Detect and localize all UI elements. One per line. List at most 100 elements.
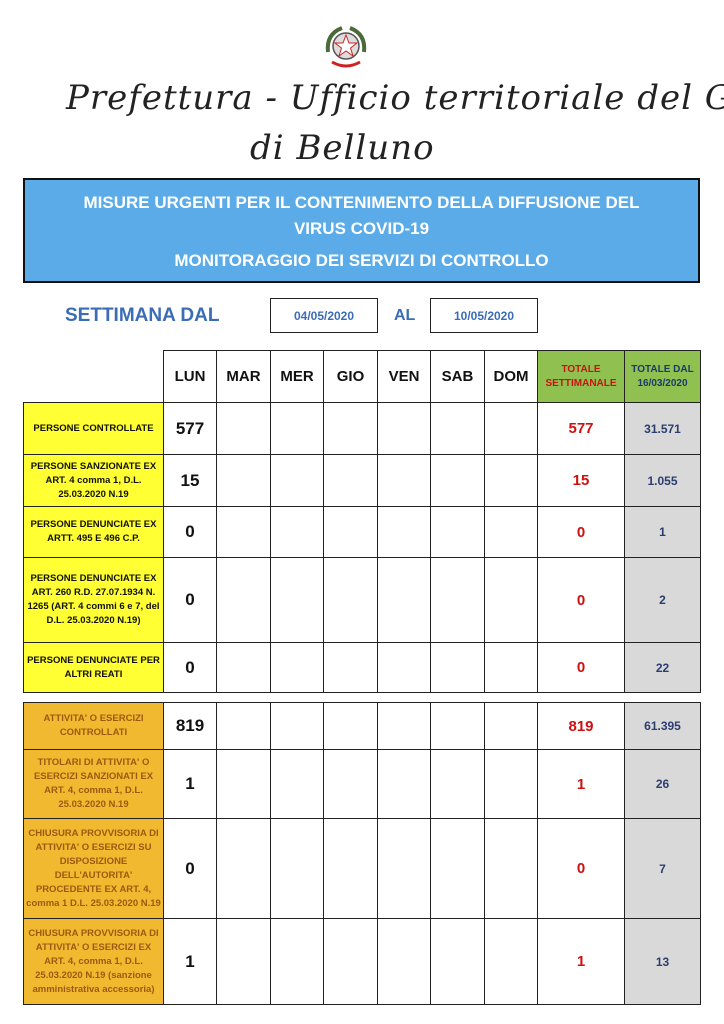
cumulative-total-header: TOTALE DAL 16/03/2020 [624, 350, 701, 403]
day-value-gio [323, 818, 378, 919]
cumulative-total-value: 61.395 [624, 702, 701, 750]
day-value-gio [323, 402, 378, 455]
gap-cell [23, 692, 701, 703]
header-row: LUN MAR MER GIO VEN SAB DOM TOTALE SETTIMANALE T… [24, 350, 701, 403]
row-label: PERSONE DENUNCIATE EX ART. 260 R.D. 27.0… [23, 557, 164, 643]
day-value-sab [430, 402, 485, 455]
day-value-ven [377, 402, 431, 455]
day-value-dom [484, 506, 538, 558]
day-value-gio [323, 918, 378, 1005]
day-value-mer [270, 402, 324, 455]
day-header-ven: VEN [377, 350, 431, 403]
day-value-mar [216, 749, 271, 819]
day-value-dom [484, 918, 538, 1005]
cumulative-total-value: 31.571 [624, 402, 701, 455]
day-value-ven [377, 557, 431, 643]
week-to-label: AL [394, 307, 416, 324]
row-label: ATTIVITA' O ESERCIZI CONTROLLATI [23, 702, 164, 750]
cumulative-total-value: 1 [624, 506, 701, 558]
day-value-lun: 0 [163, 506, 217, 558]
cumulative-total-value: 2 [624, 557, 701, 643]
section-gap [23, 692, 701, 703]
day-value-mer [270, 454, 324, 507]
day-value-mar [216, 702, 271, 750]
week-start-date: 04/05/2020 [270, 298, 378, 333]
day-value-mar [216, 402, 271, 455]
day-value-mer [270, 642, 324, 693]
day-value-gio [323, 749, 378, 819]
day-value-mer [270, 818, 324, 919]
day-value-lun: 0 [163, 557, 217, 643]
weekly-total-value: 577 [537, 402, 625, 455]
weekly-total-header: TOTALE SETTIMANALE [537, 350, 625, 403]
table-row: TITOLARI DI ATTIVITA' O ESERCIZI SANZION… [23, 749, 701, 819]
title-banner: MISURE URGENTI PER IL CONTENIMENTO DELLA… [23, 178, 700, 283]
table-row: PERSONE CONTROLLATE 577 577 31.571 [23, 402, 701, 455]
day-value-ven [377, 642, 431, 693]
title-line2: VIRUS COVID-19 [293, 219, 430, 238]
day-value-mar [216, 642, 271, 693]
day-value-dom [484, 454, 538, 507]
day-header-mar: MAR [216, 350, 271, 403]
day-value-ven [377, 818, 431, 919]
day-value-sab [430, 557, 485, 643]
table-row: PERSONE DENUNCIATE EX ART. 260 R.D. 27.0… [23, 557, 701, 643]
day-value-mer [270, 557, 324, 643]
weekly-total-value: 15 [537, 454, 625, 507]
day-value-mar [216, 506, 271, 558]
day-header-mer: MER [270, 350, 324, 403]
table-row: CHIUSURA PROVVISORIA DI ATTIVITA' O ESER… [23, 918, 701, 1005]
day-header-lun: LUN [163, 350, 217, 403]
row-label: PERSONE DENUNCIATE PER ALTRI REATI [23, 642, 164, 693]
day-value-dom [484, 702, 538, 750]
day-value-mar [216, 454, 271, 507]
table-row: ATTIVITA' O ESERCIZI CONTROLLATI 819 819 61… [23, 702, 701, 750]
day-value-gio [323, 642, 378, 693]
day-header-sab: SAB [430, 350, 485, 403]
week-end-date: 10/05/2020 [430, 298, 538, 333]
weekly-total-value: 0 [537, 506, 625, 558]
day-value-ven [377, 702, 431, 750]
day-value-lun: 1 [163, 918, 217, 1005]
day-value-ven [377, 454, 431, 507]
cumulative-total-value: 1.055 [624, 454, 701, 507]
weekly-total-value: 0 [537, 557, 625, 643]
day-value-lun: 0 [163, 818, 217, 919]
table-row: PERSONE DENUNCIATE EX ARTT. 495 E 496 C.… [23, 506, 701, 558]
day-value-ven [377, 918, 431, 1005]
weekly-total-value: 0 [537, 642, 625, 693]
row-label: PERSONE SANZIONATE EX ART. 4 comma 1, D.… [23, 454, 164, 507]
day-value-dom [484, 642, 538, 693]
weekly-total-value: 819 [537, 702, 625, 750]
day-value-ven [377, 749, 431, 819]
table-row: PERSONE SANZIONATE EX ART. 4 comma 1, D.… [23, 454, 701, 507]
day-value-lun: 15 [163, 454, 217, 507]
office-name-line2: di Belluno [250, 128, 435, 168]
day-value-gio [323, 702, 378, 750]
day-value-mar [216, 818, 271, 919]
day-value-lun: 1 [163, 749, 217, 819]
row-label: TITOLARI DI ATTIVITA' O ESERCIZI SANZION… [23, 749, 164, 819]
day-value-ven [377, 506, 431, 558]
day-value-mer [270, 918, 324, 1005]
day-value-sab [430, 506, 485, 558]
day-value-sab [430, 749, 485, 819]
row-label: PERSONE CONTROLLATE [23, 402, 164, 455]
row-label: CHIUSURA PROVVISORIA DI ATTIVITA' O ESER… [23, 818, 164, 919]
day-value-sab [430, 818, 485, 919]
table-row: CHIUSURA PROVVISORIA DI ATTIVITA' O ESER… [23, 818, 701, 919]
subtitle: MONITORAGGIO DEI SERVIZI DI CONTROLLO [174, 251, 549, 270]
monitoring-table: LUN MAR MER GIO VEN SAB DOM TOTALE SETTIMANALE T… [23, 350, 701, 1005]
day-value-dom [484, 749, 538, 819]
day-value-gio [323, 557, 378, 643]
day-value-mar [216, 557, 271, 643]
row-label: CHIUSURA PROVVISORIA DI ATTIVITA' O ESER… [23, 918, 164, 1005]
day-value-lun: 0 [163, 642, 217, 693]
day-value-gio [323, 506, 378, 558]
day-value-dom [484, 402, 538, 455]
day-value-sab [430, 642, 485, 693]
day-value-sab [430, 918, 485, 1005]
day-value-mer [270, 749, 324, 819]
cumulative-total-value: 7 [624, 818, 701, 919]
cumulative-total-value: 26 [624, 749, 701, 819]
